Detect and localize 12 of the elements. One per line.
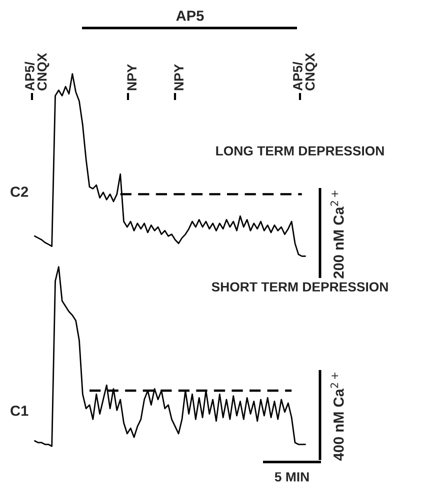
text: 200 nM Ca$^{2+}$ <box>330 190 344 278</box>
text: AP5 <box>176 10 204 21</box>
annotation: NPY <box>174 64 184 90</box>
annotation: AP5/ CNQX <box>24 52 50 91</box>
text: 5 MIN <box>274 472 309 482</box>
y-axis-title: C1 <box>10 406 28 416</box>
text: LONG TERM DEPRESSION <box>216 146 384 156</box>
text: SHORT TERM DEPRESSION <box>212 282 388 292</box>
annotation: NPY <box>127 64 136 90</box>
annotation: AP5/ CNQX <box>292 52 318 91</box>
text: 400 nM Ca$^{2+}$ <box>330 372 344 461</box>
y-axis-title: C2 <box>10 186 28 197</box>
